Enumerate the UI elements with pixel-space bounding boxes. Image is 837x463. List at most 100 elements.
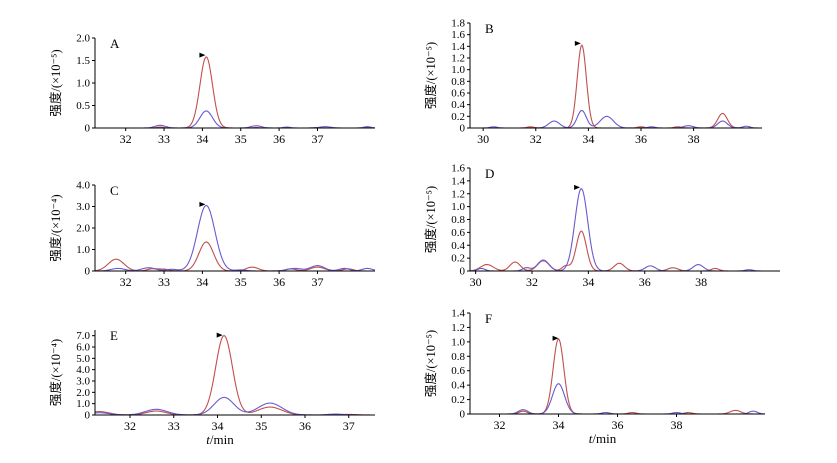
series-line-1 bbox=[94, 241, 375, 272]
peak-marker bbox=[199, 201, 206, 207]
y-tick-label: 1.2 bbox=[451, 322, 465, 334]
x-tick-label: 36 bbox=[273, 275, 285, 289]
y-tick-label: 1.2 bbox=[451, 188, 465, 200]
y-tick-label: 0.2 bbox=[451, 394, 465, 406]
x-tick-label: 32 bbox=[526, 275, 538, 289]
panel-f: 0 0.2 0.4 0.6 0.8 1.0 1.2 1.4 32 34 36 38 F 强度/(×10⁻⁵… bbox=[423, 308, 766, 446]
panel-label: A bbox=[110, 36, 120, 51]
series-line-2 bbox=[95, 110, 376, 129]
series-line-1 bbox=[470, 338, 765, 415]
x-axis-label-symbol: t bbox=[589, 431, 593, 446]
y-tick-label: 2.0 bbox=[76, 387, 90, 399]
y-tick-label: 0.6 bbox=[451, 88, 465, 100]
x-tick-label: 36 bbox=[612, 418, 624, 432]
x-tick-label: 37 bbox=[311, 132, 323, 146]
y-tick-label: 0.6 bbox=[451, 227, 465, 239]
y-tick-label: 4.0 bbox=[76, 180, 90, 192]
y-tick-label: 0 bbox=[460, 123, 466, 135]
y-axis-label: 强度/(×10⁻⁴) bbox=[48, 194, 63, 261]
y-tick-label: 0 bbox=[85, 123, 91, 135]
y-tick-label: 1.4 bbox=[451, 308, 465, 320]
y-tick-label: 1.4 bbox=[451, 41, 465, 53]
y-tick-label: 1.5 bbox=[76, 55, 90, 67]
x-tick-label: 37 bbox=[343, 419, 355, 433]
x-tick-label: 37 bbox=[311, 275, 323, 289]
x-tick-label: 34 bbox=[582, 132, 594, 146]
x-tick-label: 38 bbox=[695, 275, 707, 289]
y-tick-label: 5.0 bbox=[76, 353, 90, 365]
series-line-1 bbox=[95, 56, 376, 129]
x-tick-label: 34 bbox=[212, 419, 224, 433]
x-tick-label: 33 bbox=[158, 275, 170, 289]
y-tick-label: 6.0 bbox=[76, 342, 90, 354]
series-line-2 bbox=[470, 383, 766, 415]
panel-d: 00.20.40.60.81.01.21.41.6 30 32 34 36 38 D 强度/(… bbox=[423, 163, 780, 289]
x-tick-label: 36 bbox=[299, 419, 311, 433]
y-tick-label: 0.4 bbox=[451, 240, 465, 252]
y-tick-label: 7.0 bbox=[76, 330, 90, 342]
x-tick-label: 33 bbox=[168, 419, 180, 433]
x-tick-label: 35 bbox=[235, 275, 247, 289]
peak-marker bbox=[199, 52, 206, 58]
y-tick-label: 0 bbox=[460, 409, 466, 421]
y-axis-label: 强度/(×10⁻⁵) bbox=[48, 49, 63, 116]
y-tick-label: 0.5 bbox=[76, 100, 90, 112]
x-tick-label: 35 bbox=[255, 419, 267, 433]
series-line-2 bbox=[469, 187, 780, 272]
y-tick-label: 3.0 bbox=[76, 376, 90, 388]
y-tick-label: 0.8 bbox=[451, 76, 465, 88]
x-tick-label: 36 bbox=[635, 132, 647, 146]
peak-marker bbox=[574, 40, 581, 46]
x-tick-label: 36 bbox=[639, 275, 651, 289]
x-tick-label: 34 bbox=[553, 418, 565, 432]
series-line-1 bbox=[470, 44, 762, 129]
panel-label: C bbox=[110, 183, 119, 198]
x-axis-label: t/min bbox=[206, 432, 234, 447]
x-tick-label: 30 bbox=[477, 132, 489, 146]
x-tick-label: 32 bbox=[494, 418, 506, 432]
x-tick-label: 30 bbox=[470, 275, 482, 289]
y-tick-label: 1.0 bbox=[76, 78, 90, 90]
y-tick-label: 0 bbox=[85, 410, 91, 422]
panel-e: 01.02.03.04.05.06.07.0 32 33 34 35 36 37 E 强度/(×… bbox=[48, 328, 375, 447]
y-tick-label: 0.6 bbox=[451, 365, 465, 377]
y-tick-label: 0 bbox=[460, 266, 466, 278]
x-tick-label: 33 bbox=[158, 132, 170, 146]
panel-c: 0 1.0 2.0 3.0 4.0 32 33 34 35 36 37 C 强度/(×10⁻⁴) bbox=[48, 180, 376, 289]
y-tick-label: 0.4 bbox=[451, 99, 465, 111]
series-line-1 bbox=[94, 335, 375, 416]
panel-a: 0 0.5 1.0 1.5 2.0 32 33 34 35 36 37 A 强度/(×10⁻⁵) bbox=[48, 33, 376, 146]
y-tick-label: 1.6 bbox=[451, 29, 465, 41]
x-axis-label: t/min bbox=[589, 431, 617, 446]
x-tick-label: 38 bbox=[671, 418, 683, 432]
y-tick-label: 1.0 bbox=[451, 201, 465, 213]
y-tick-label: 2.0 bbox=[76, 223, 90, 235]
x-axis-label-unit: /min bbox=[210, 432, 234, 447]
panel-label: E bbox=[110, 328, 118, 343]
y-tick-label: 1.0 bbox=[76, 244, 90, 256]
peak-marker bbox=[216, 332, 223, 338]
y-tick-label: 1.0 bbox=[451, 64, 465, 76]
y-tick-label: 0.2 bbox=[451, 111, 465, 123]
y-tick-label: 3.0 bbox=[76, 201, 90, 213]
y-axis-label: 强度/(×10⁻⁵) bbox=[423, 42, 438, 109]
y-tick-label: 4.0 bbox=[76, 364, 90, 376]
x-tick-label: 32 bbox=[530, 132, 542, 146]
series-line-1 bbox=[469, 230, 780, 272]
series-line-2 bbox=[94, 396, 375, 416]
peak-marker bbox=[574, 184, 581, 190]
x-axis-label-unit: /min bbox=[592, 431, 616, 446]
x-axis-label-symbol: t bbox=[206, 432, 210, 447]
series-line-2 bbox=[94, 204, 376, 272]
panel-label: F bbox=[485, 311, 492, 326]
y-tick-label: 1.0 bbox=[451, 336, 465, 348]
x-tick-label: 35 bbox=[235, 132, 247, 146]
y-tick-label: 1.4 bbox=[451, 175, 465, 187]
x-tick-label: 34 bbox=[196, 132, 208, 146]
x-tick-label: 36 bbox=[273, 132, 285, 146]
y-tick-label: 1.6 bbox=[451, 163, 465, 175]
panel-label: D bbox=[485, 166, 494, 181]
panel-b: 00.20.40.60.81.01.21.41.61.8 30 32 34 36 38 B 强… bbox=[423, 18, 762, 146]
y-tick-label: 0.4 bbox=[451, 380, 465, 392]
